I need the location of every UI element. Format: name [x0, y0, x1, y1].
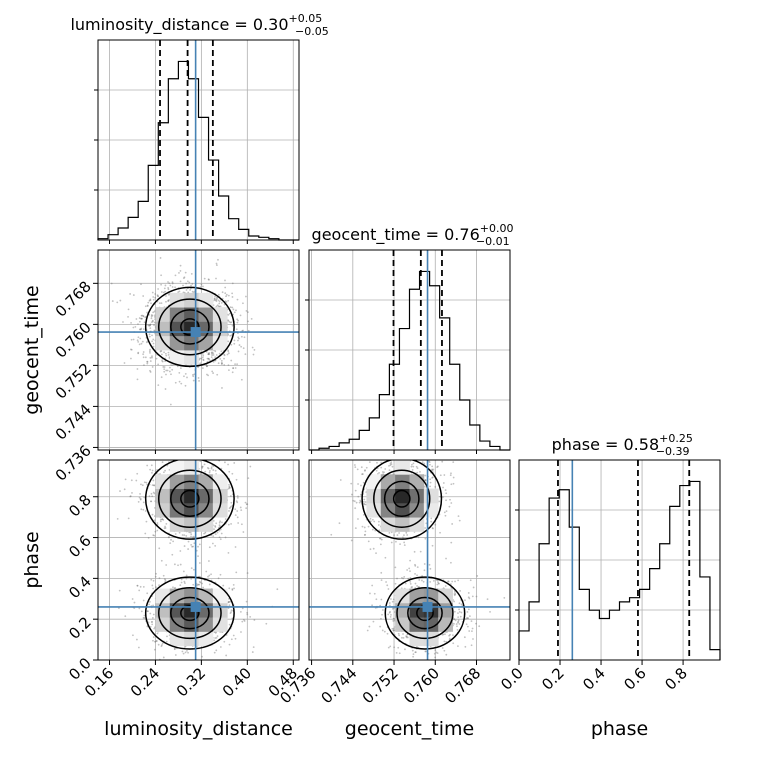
- tick-label-luminosity_distance: 0.40: [219, 664, 255, 700]
- title-minus-error: −0.01: [476, 235, 510, 248]
- panel-geocent_time-vs-phase: [308, 459, 511, 661]
- panel-title-luminosity_distance: luminosity_distance = 0.30+0.05: [70, 12, 322, 35]
- contour: [373, 469, 431, 528]
- panel-title-geocent_time: geocent_time = 0.76+0.00: [312, 222, 514, 245]
- panel-phase-hist: phase = 0.58+0.25−0.39: [518, 432, 721, 661]
- contour: [180, 318, 200, 336]
- tick-label-phase: 0.0: [497, 664, 527, 694]
- contour: [407, 596, 443, 630]
- xlabel-geocent_time: geocent_time: [345, 718, 474, 740]
- tick-label-luminosity_distance: 0.24: [127, 664, 163, 700]
- tick-label-geocent_time: 0.760: [52, 318, 95, 361]
- tick-label-phase: 0.4: [579, 664, 609, 694]
- ylabel-geocent_time: geocent_time: [21, 285, 43, 414]
- tick-label-geocent_time: 0.768: [52, 277, 95, 320]
- contour: [170, 480, 210, 517]
- ylabel-phase: phase: [21, 531, 43, 588]
- panel-luminosity_distance-vs-geocent_time: [97, 249, 300, 451]
- tick-label-phase: 0.2: [65, 613, 95, 643]
- contour: [361, 460, 443, 540]
- contour: [144, 460, 235, 540]
- contour: [180, 489, 200, 508]
- tick-label-geocent_time: 0.768: [441, 664, 484, 707]
- contour: [180, 604, 200, 622]
- tick-label-geocent_time: 0.752: [52, 359, 95, 402]
- tick-label-luminosity_distance: 0.32: [173, 664, 209, 700]
- panel-luminosity_distance-vs-phase: [97, 459, 300, 661]
- title-minus-error: −0.05: [295, 25, 329, 38]
- tick-label-phase: 0.6: [65, 532, 95, 562]
- xlabel-luminosity_distance: luminosity_distance: [104, 718, 293, 740]
- contour: [384, 576, 466, 650]
- tick-label-phase: 0.8: [661, 664, 691, 694]
- histogram-geocent_time: [309, 270, 510, 451]
- tick-label-geocent_time: 0.744: [318, 664, 361, 707]
- truth-marker: [190, 601, 201, 612]
- truth-marker: [190, 327, 201, 338]
- contour: [392, 489, 411, 508]
- tick-label-geocent_time: 0.760: [400, 664, 443, 707]
- contour: [157, 469, 222, 528]
- contour: [157, 587, 222, 640]
- contour: [383, 480, 420, 517]
- contour: [170, 309, 210, 345]
- contour: [170, 596, 210, 630]
- contour: [396, 587, 454, 640]
- tick-label-phase: 0.4: [65, 572, 95, 602]
- panel-frame: [308, 459, 511, 661]
- panel-geocent_time-hist: geocent_time = 0.76+0.00−0.01: [308, 222, 514, 451]
- tick-label-phase: 0.6: [620, 664, 650, 694]
- title-minus-error: −0.39: [656, 445, 690, 458]
- contour: [157, 298, 222, 356]
- density-layer: [98, 460, 299, 660]
- panel-frame: [97, 249, 300, 451]
- tick-label-geocent_time: 0.744: [52, 401, 95, 444]
- panel-title-phase: phase = 0.58+0.25: [552, 432, 693, 454]
- tick-label-geocent_time: 0.752: [359, 664, 402, 707]
- histogram-luminosity_distance: [97, 60, 299, 241]
- panel-frame: [97, 459, 300, 661]
- contour: [144, 576, 235, 650]
- tick-label-phase: 0.2: [538, 664, 568, 694]
- panel-luminosity_distance-hist: luminosity_distance = 0.30+0.05−0.05: [70, 12, 329, 241]
- contour: [144, 286, 235, 368]
- tick-label-phase: 0.8: [65, 491, 95, 521]
- density-layer: [309, 460, 510, 660]
- xlabel-phase: phase: [591, 718, 648, 740]
- truth-marker: [422, 601, 433, 612]
- density-layer: [98, 250, 299, 450]
- tick-label-geocent_time: 0.736: [52, 442, 95, 485]
